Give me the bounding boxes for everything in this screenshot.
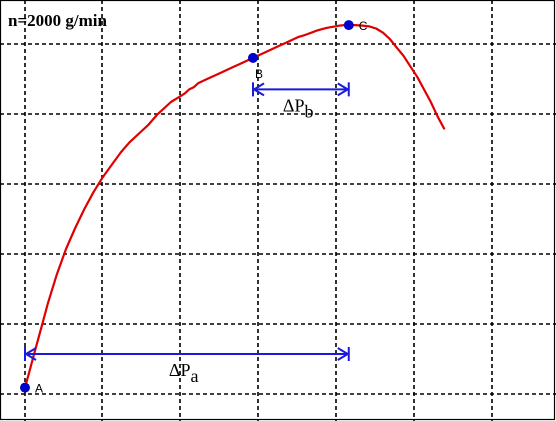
dimension-arrow-b: ΔPb <box>252 82 350 121</box>
arrow-head-right <box>337 82 350 97</box>
annotation-layer: ΔPa ΔPb <box>24 82 350 386</box>
curve-layer <box>23 24 446 388</box>
point-label-A: A <box>35 382 43 396</box>
arrow-label-b: ΔPb <box>283 95 314 121</box>
point-B <box>248 52 258 63</box>
chart-title: n=2000 g/min <box>8 11 107 30</box>
point-label-C: C <box>359 19 368 33</box>
arrow-head-right <box>337 347 350 361</box>
point-layer: A B C <box>20 19 368 396</box>
series-line-0 <box>23 24 446 388</box>
dimension-arrow-a: ΔPa <box>24 347 350 386</box>
arrow-head-left <box>24 347 37 361</box>
arrow-label-a: ΔPa <box>169 360 199 386</box>
point-A <box>20 382 30 393</box>
arrow-head-left <box>252 82 265 97</box>
point-label-B: B <box>255 67 263 81</box>
point-C <box>343 20 354 31</box>
